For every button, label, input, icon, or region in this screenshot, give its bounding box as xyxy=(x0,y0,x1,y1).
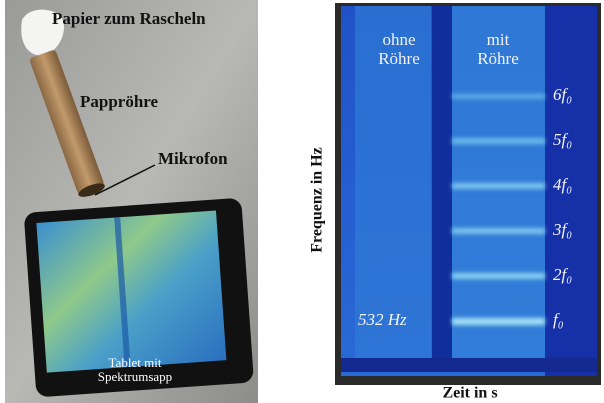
condition-label: Röhre xyxy=(477,49,519,68)
label-tube: Pappröhre xyxy=(80,92,159,111)
harmonic-label: 4f₀ xyxy=(553,175,572,194)
label-tablet: Tablet mit xyxy=(109,355,162,370)
harmonic-label: 5f₀ xyxy=(553,130,572,149)
condition-label: Röhre xyxy=(378,49,420,68)
condition-label: mit xyxy=(487,30,510,49)
harmonic-label: 2f₀ xyxy=(553,265,572,284)
fundamental-label: 532 Hz xyxy=(358,310,407,329)
y-axis-label: Frequenz in Hz xyxy=(309,147,326,252)
label-microphone: Mikrofon xyxy=(158,149,228,168)
spectrogram-bottom xyxy=(341,358,597,372)
figure: Papier zum Rascheln Pappröhre Mikrofon T… xyxy=(0,0,604,403)
page: {"photo": {"labels": {"paper": "Papier z… xyxy=(0,0,604,403)
label-tablet: Spektrumsapp xyxy=(98,369,172,384)
x-axis-label: Zeit in s xyxy=(442,385,497,402)
harmonic-label: 3f₀ xyxy=(552,220,572,239)
silence-band xyxy=(432,6,452,361)
harmonic-label: 6f₀ xyxy=(553,85,572,104)
condition-label: ohne xyxy=(382,30,415,49)
label-paper: Papier zum Rascheln xyxy=(52,9,206,28)
harmonic-label: f₀ xyxy=(553,310,564,329)
